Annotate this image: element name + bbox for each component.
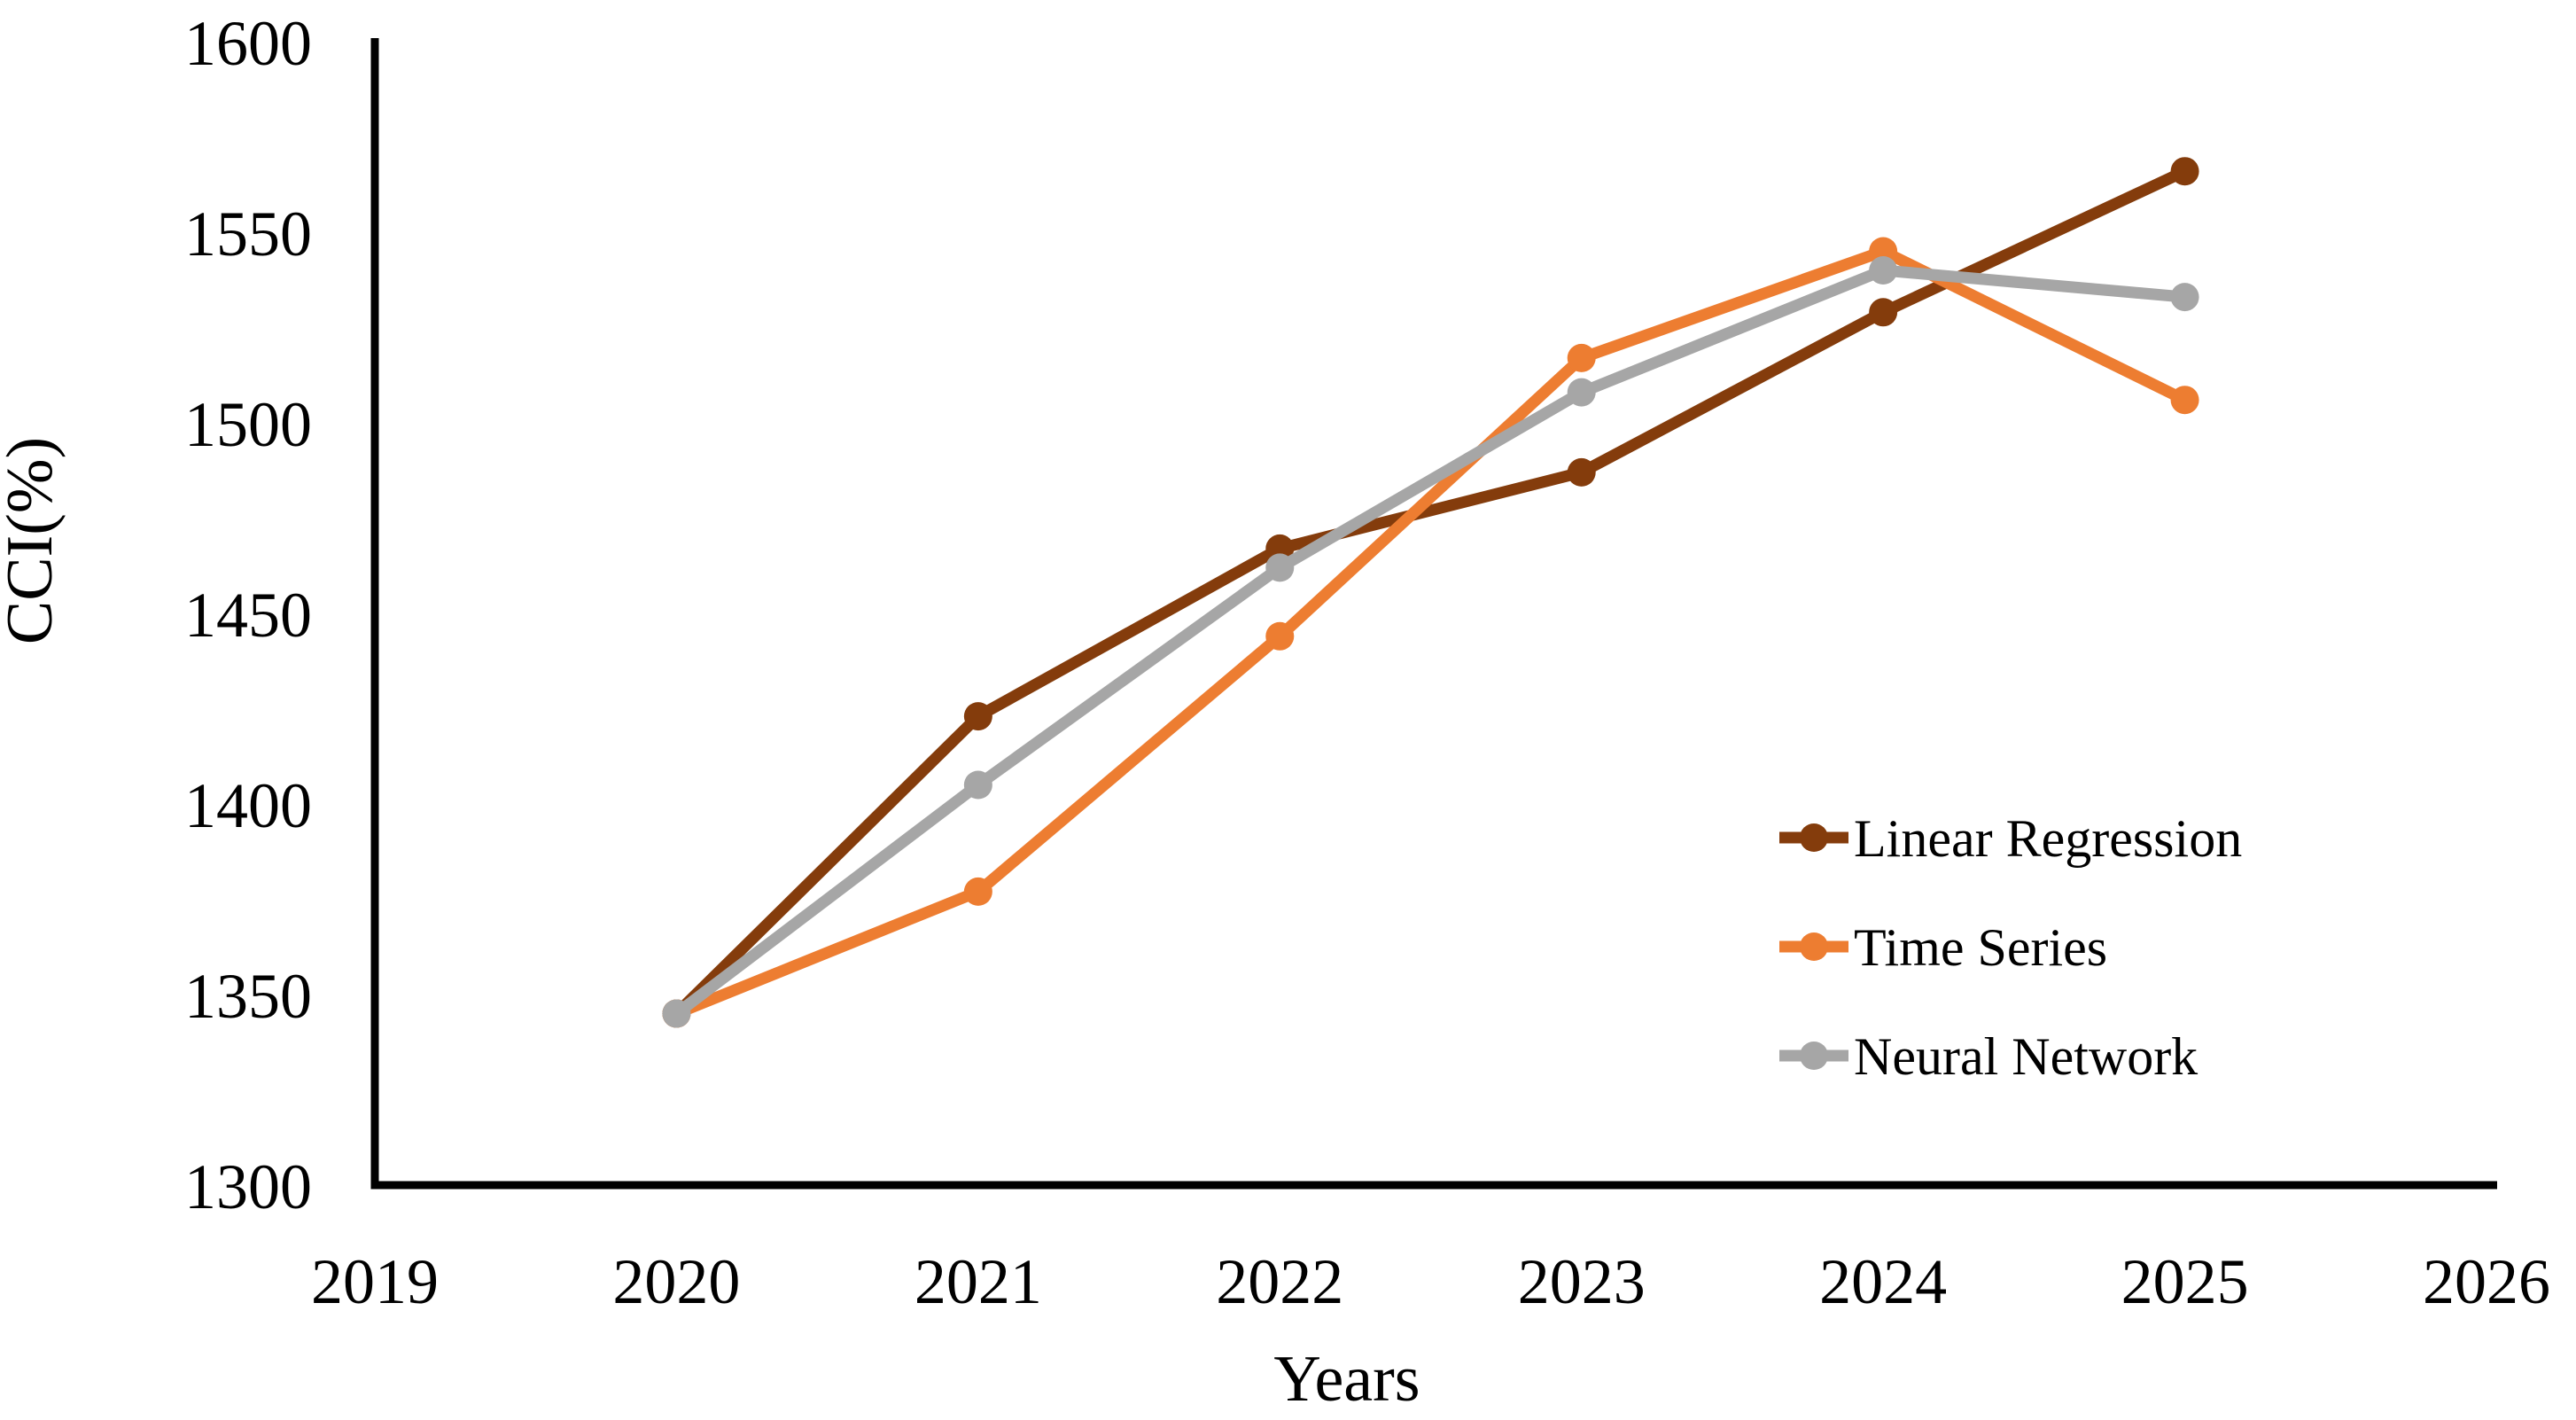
- y-axis-ticks: 1300 1350 1400 1450 1500 1550 1600: [184, 8, 312, 1222]
- y-tick-label: 1350: [184, 961, 312, 1032]
- legend-marker-icon: [1800, 823, 1828, 852]
- legend-label: Time Series: [1854, 918, 2107, 977]
- y-axis-title: CCI(%): [0, 437, 66, 644]
- x-tick-label: 2022: [1216, 1246, 1343, 1317]
- x-tick-label: 2023: [1518, 1246, 1646, 1317]
- legend-item-linear-regression: Linear Regression: [1779, 809, 2242, 868]
- x-tick-label: 2021: [914, 1246, 1042, 1317]
- x-axis-title: Years: [1273, 1343, 1420, 1416]
- data-point-marker-time-series: [1265, 621, 1295, 651]
- legend-item-time-series: Time Series: [1779, 918, 2107, 977]
- data-point-marker-neural-network: [662, 999, 691, 1028]
- data-point-marker-neural-network: [963, 770, 992, 800]
- data-point-marker-time-series: [1567, 343, 1596, 372]
- x-tick-label: 2019: [311, 1246, 439, 1317]
- legend-label: Neural Network: [1854, 1027, 2198, 1086]
- series-line-time-series: [670, 246, 2191, 1019]
- data-point-marker-time-series: [963, 877, 992, 906]
- x-tick-label: 2025: [2121, 1246, 2249, 1317]
- legend: Linear Regression Time Series Neural Net…: [1779, 809, 2242, 1086]
- x-tick-label: 2026: [2423, 1246, 2550, 1317]
- x-tick-label: 2024: [1819, 1246, 1947, 1317]
- data-point-marker-time-series: [2170, 386, 2199, 415]
- legend-marker-icon: [1800, 932, 1828, 961]
- y-tick-label: 1450: [184, 580, 312, 651]
- legend-item-neural-network: Neural Network: [1779, 1027, 2198, 1086]
- y-tick-label: 1400: [184, 770, 312, 841]
- y-tick-label: 1600: [184, 8, 312, 79]
- x-axis-ticks: 2019 2020 2021 2022 2023 2024 2025 2026: [311, 1246, 2550, 1317]
- series-lines: [662, 157, 2199, 1028]
- data-point-marker-linear-regression: [2170, 157, 2199, 186]
- y-tick-label: 1300: [184, 1151, 312, 1222]
- data-point-marker-neural-network: [1567, 378, 1596, 407]
- legend-label: Linear Regression: [1854, 809, 2242, 868]
- series-line-neural-network: [670, 264, 2191, 1019]
- data-point-marker-neural-network: [1869, 256, 1898, 285]
- data-point-marker-neural-network: [2170, 283, 2199, 312]
- data-point-marker-neural-network: [1265, 553, 1295, 582]
- data-point-marker-linear-regression: [1869, 298, 1898, 327]
- y-tick-label: 1550: [184, 199, 312, 269]
- data-point-marker-linear-regression: [1567, 457, 1596, 487]
- series-line-linear-regression: [670, 165, 2191, 1019]
- y-tick-label: 1500: [184, 389, 312, 460]
- legend-marker-icon: [1800, 1042, 1828, 1070]
- data-point-marker-linear-regression: [963, 702, 992, 731]
- x-tick-label: 2020: [612, 1246, 740, 1317]
